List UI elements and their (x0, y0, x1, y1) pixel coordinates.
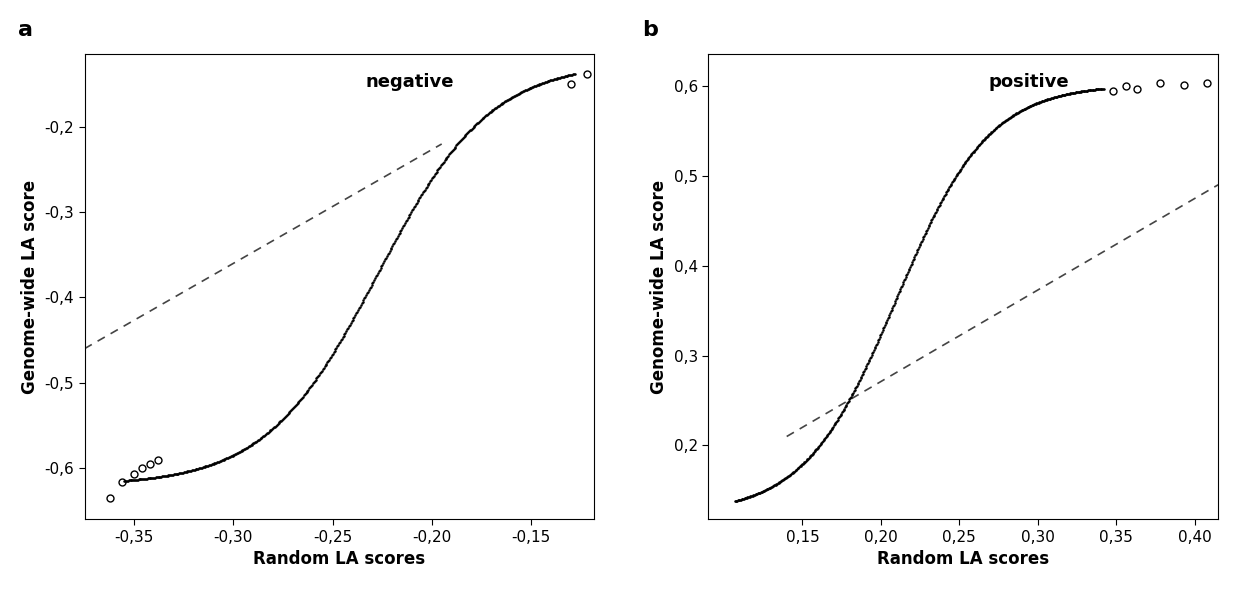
X-axis label: Random LA scores: Random LA scores (254, 550, 425, 568)
Y-axis label: Genome-wide LA score: Genome-wide LA score (650, 180, 668, 394)
Text: negative: negative (366, 73, 453, 91)
Y-axis label: Genome-wide LA score: Genome-wide LA score (21, 180, 38, 394)
Text: positive: positive (989, 73, 1069, 91)
Text: b: b (642, 21, 658, 41)
X-axis label: Random LA scores: Random LA scores (877, 550, 1049, 568)
Text: a: a (19, 21, 33, 41)
